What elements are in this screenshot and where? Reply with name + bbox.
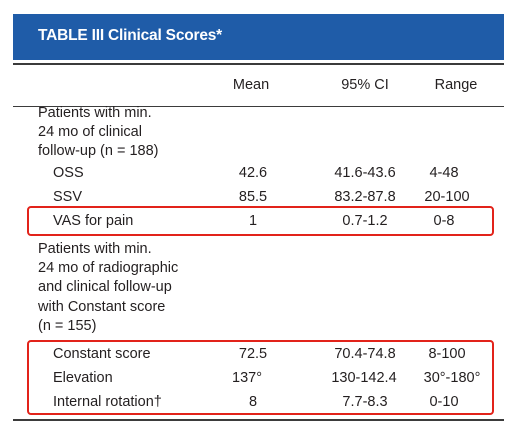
row-range: 30°-180° bbox=[423, 370, 481, 386]
group-2-label-line-3: and clinical follow-up bbox=[38, 279, 172, 295]
highlight-box-constant bbox=[27, 340, 494, 415]
highlight-box-vas bbox=[27, 206, 494, 236]
row-ci: 130-142.4 bbox=[331, 370, 397, 386]
row-ci: 83.2-87.8 bbox=[334, 189, 396, 205]
row-range: 4-48 bbox=[429, 165, 459, 181]
top-rule bbox=[13, 63, 504, 65]
row-range: 20-100 bbox=[424, 189, 470, 205]
bottom-rule bbox=[13, 419, 504, 421]
group-2-label-line-2: 24 mo of radiographic bbox=[38, 260, 179, 276]
row-label-elevation: Elevation bbox=[53, 370, 113, 386]
row-label-ssv: SSV bbox=[53, 189, 83, 205]
row-ci: 41.6-43.6 bbox=[334, 165, 396, 181]
row-label-constant-score: Constant score bbox=[53, 346, 151, 362]
row-label-internal-rotation: Internal rotation† bbox=[53, 394, 162, 410]
group-2-label-line-5: (n = 155) bbox=[38, 318, 97, 334]
row-range: 0-8 bbox=[433, 213, 455, 229]
row-label-vas-pain: VAS for pain bbox=[53, 213, 134, 229]
column-header-range: Range bbox=[434, 77, 478, 93]
table-title-bar: TABLE III Clinical Scores* bbox=[13, 14, 504, 60]
row-mean: 85.5 bbox=[238, 189, 268, 205]
group-1-label-line-2: 24 mo of clinical bbox=[38, 124, 142, 140]
group-2-label-line-4: with Constant score bbox=[38, 299, 166, 315]
group-1-label-line-3: follow-up (n = 188) bbox=[38, 143, 159, 159]
header-rule bbox=[13, 106, 504, 107]
row-mean: 8 bbox=[248, 394, 258, 410]
column-header-ci: 95% CI bbox=[341, 77, 389, 93]
row-ci: 7.7-8.3 bbox=[342, 394, 388, 410]
row-mean: 72.5 bbox=[238, 346, 268, 362]
row-mean: 1 bbox=[248, 213, 258, 229]
row-label-oss: OSS bbox=[53, 165, 84, 181]
row-mean: 137° bbox=[232, 370, 262, 386]
row-mean: 42.6 bbox=[238, 165, 268, 181]
group-1-label-line-1: Patients with min. bbox=[38, 105, 152, 121]
row-ci: 70.4-74.8 bbox=[334, 346, 396, 362]
clinical-scores-table: TABLE III Clinical Scores* Mean 95% CI R… bbox=[13, 14, 504, 421]
group-2-label-line-1: Patients with min. bbox=[38, 241, 152, 257]
table-title: TABLE III Clinical Scores* bbox=[38, 27, 223, 44]
row-range: 0-10 bbox=[429, 394, 459, 410]
column-header-mean: Mean bbox=[232, 77, 270, 93]
row-range: 8-100 bbox=[428, 346, 466, 362]
row-ci: 0.7-1.2 bbox=[342, 213, 388, 229]
